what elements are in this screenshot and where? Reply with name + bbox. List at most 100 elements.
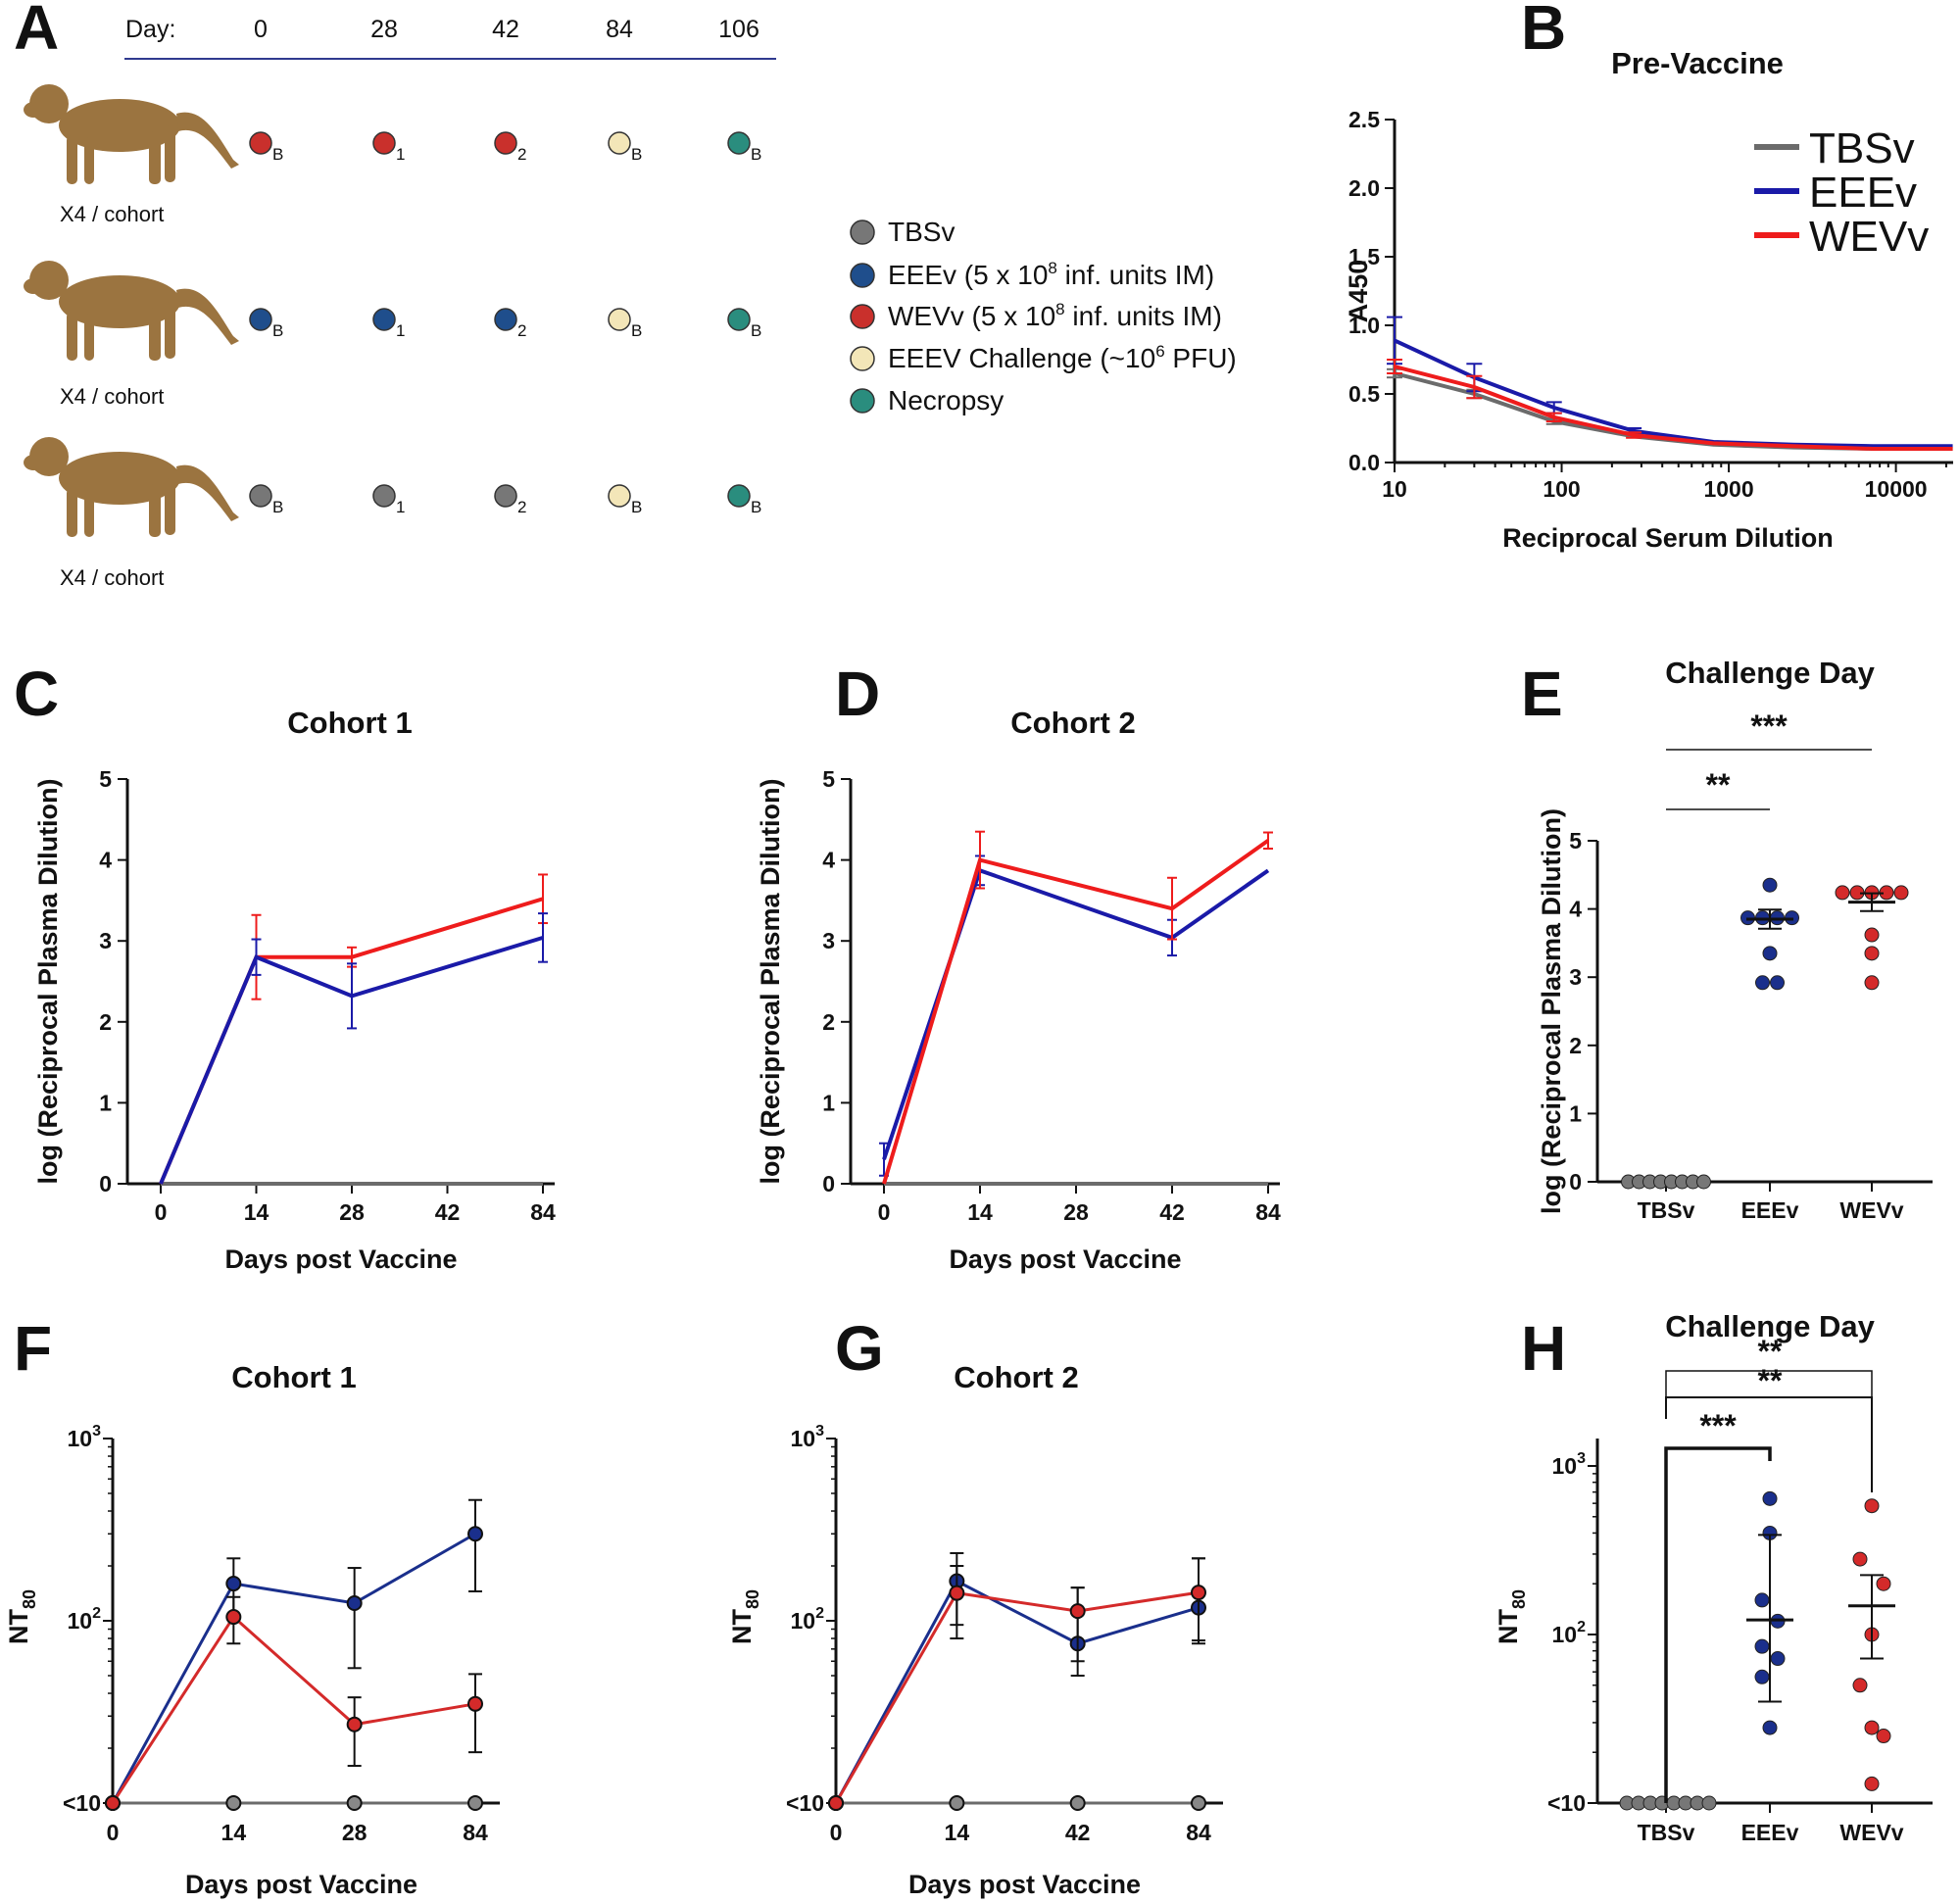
legend-label: WEVv (5 x 108 inf. units IM)	[888, 300, 1222, 331]
schedule-dot	[494, 484, 517, 508]
data-point	[1754, 1638, 1770, 1654]
x-tick-label: 10000	[1865, 476, 1928, 502]
data-point	[1762, 877, 1778, 893]
x-tick-label: 10	[1382, 476, 1407, 502]
data-point	[1852, 1678, 1868, 1693]
cohort-row-tbsv: X4 / cohort B 1 2 B B	[24, 437, 761, 590]
x-tick-label: 0	[107, 1820, 120, 1845]
data-point	[1191, 1795, 1206, 1811]
data-point	[1762, 1720, 1778, 1735]
schedule-dots: B 1 2 B B	[249, 308, 761, 340]
y-tick-label: 3	[1569, 964, 1582, 990]
timeline-days: 0 28 42 84 106	[254, 16, 760, 43]
series-line-EEEv	[1394, 338, 1953, 449]
schedule-dot-label: 2	[517, 321, 526, 340]
data-point	[949, 1585, 965, 1601]
data-point	[1864, 975, 1880, 991]
schedule-dot-label: B	[631, 145, 642, 164]
data-point	[828, 1795, 844, 1811]
x-tick-label: EEEv	[1741, 1820, 1799, 1845]
y-tick-label: 1.0	[1348, 313, 1380, 338]
data-point	[1864, 1776, 1880, 1791]
data-point	[105, 1795, 121, 1811]
data-point	[1893, 885, 1909, 901]
y-axis-label: A450	[1344, 260, 1373, 323]
chart-title: Cohort 1	[231, 1360, 356, 1394]
series-line-EEEv	[159, 935, 544, 1185]
y-tick-label: 102	[1552, 1619, 1587, 1647]
series-line-WEVv	[111, 1614, 476, 1804]
y-tick-label: 2.5	[1348, 107, 1380, 132]
y-tick-label: 2	[99, 1009, 112, 1035]
y-tick-label: 102	[791, 1605, 825, 1634]
panel-letter-g: G	[835, 1313, 884, 1384]
y-axis-label: NT80	[4, 1589, 39, 1644]
x-tick-label: 14	[244, 1199, 270, 1225]
schedule-dot	[372, 484, 396, 508]
schedule-dot-label: B	[272, 321, 283, 340]
panel-e: E Challenge Day 0 1 2 3 4 5 TBSv EEEv WEVv log (Rec…	[1521, 656, 1933, 1223]
series-line-EEEv	[111, 1532, 476, 1804]
series-line-WEVv	[834, 1590, 1200, 1804]
x-tick-label: 14	[967, 1199, 993, 1225]
schedule-dot	[608, 131, 631, 155]
panel-letter-d: D	[835, 659, 880, 729]
y-tick-label: 3	[822, 928, 835, 953]
data-point	[467, 1795, 483, 1811]
y-axis-label: NT80	[1494, 1589, 1529, 1644]
data-point	[1835, 885, 1850, 901]
x-tick-label: 14	[945, 1820, 970, 1845]
data-point	[1852, 1551, 1868, 1567]
data-point	[225, 1795, 242, 1811]
schedule-dot-label: B	[751, 321, 761, 340]
x-tick-label: 84	[463, 1820, 488, 1845]
y-tick-label: 5	[99, 766, 112, 792]
timeline-day-0: 0	[254, 16, 268, 43]
panel-d: D Cohort 2 0 1 2 3 4 5 0 14 28 42 84 Days post Vaccin…	[756, 659, 1281, 1274]
x-tick-label: 42	[1159, 1199, 1185, 1225]
data-point	[225, 1576, 242, 1592]
timeline-day-84: 84	[606, 16, 633, 43]
schedule-dot-label: 1	[396, 498, 405, 516]
x-tick-label: EEEv	[1741, 1197, 1799, 1223]
data-point	[1864, 1498, 1880, 1514]
data-point	[1770, 1651, 1786, 1667]
panel-letter-h: H	[1521, 1313, 1566, 1384]
schedule-dot-label: B	[751, 145, 761, 164]
data-point	[1755, 975, 1770, 991]
y-tick-label: 2.0	[1348, 175, 1380, 201]
y-tick-label: 4	[99, 848, 112, 873]
x-tick-label: 0	[830, 1820, 843, 1845]
panel-letter-a: A	[14, 0, 59, 63]
schedule-dot-label: B	[272, 498, 283, 516]
data-point	[346, 1594, 363, 1611]
y-tick-label: 1	[822, 1090, 835, 1115]
schedule-dot-label: 1	[396, 145, 405, 164]
y-tick-label: <10	[786, 1790, 824, 1816]
panel-letter-c: C	[14, 659, 59, 729]
x-tick-label: 28	[339, 1199, 365, 1225]
chart-title: Challenge Day	[1665, 656, 1875, 690]
schedule-dot	[372, 131, 396, 155]
significance-bracket	[1665, 1370, 1873, 1397]
schedule-dot	[727, 308, 751, 331]
legend-label: WEVv	[1809, 213, 1929, 261]
x-tick-label: 1000	[1703, 476, 1753, 502]
y-tick-label: 2	[822, 1009, 835, 1035]
data-point	[1864, 946, 1880, 961]
y-tick-label: 1	[99, 1090, 112, 1115]
panel-c: C Cohort 1 0 1 2 3 4 5 0 14 28 42 84 Days post Vaccin…	[14, 659, 556, 1274]
schedule-dots: B 1 2 B B	[249, 484, 761, 516]
series-line-WEVv	[882, 839, 1270, 1185]
y-tick-label: 0	[99, 1171, 112, 1196]
schedule-dots: B 1 2 B B	[249, 131, 761, 164]
legend-swatch	[850, 304, 875, 329]
chart-title: Cohort 1	[287, 706, 412, 740]
panel-letter-f: F	[14, 1313, 52, 1384]
schedule-dot-label: B	[631, 498, 642, 516]
schedule-legend: TBSv EEEv (5 x 108 inf. units IM) WEVv (5 …	[850, 217, 1237, 415]
timeline-day-106: 106	[718, 16, 760, 43]
cohort-row-wevv: X4 / cohort B 1 2 B B	[24, 84, 761, 226]
x-axis-label: Days post Vaccine	[224, 1244, 457, 1274]
data-point	[1762, 1490, 1778, 1506]
